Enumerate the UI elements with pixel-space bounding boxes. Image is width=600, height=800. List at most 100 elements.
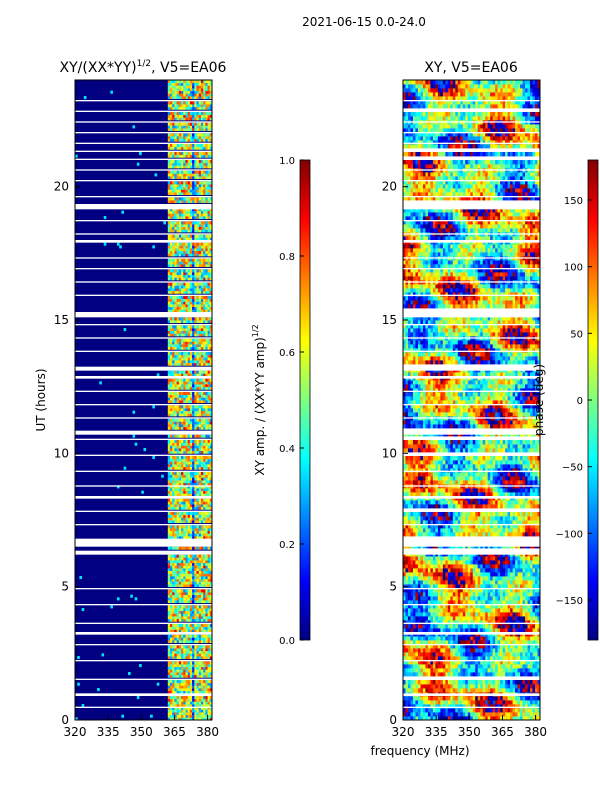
phase-cell [452, 712, 456, 717]
amp-cell [178, 504, 182, 508]
phase-cell [437, 680, 441, 685]
amp-cell [170, 482, 173, 486]
amp-cell [183, 237, 186, 241]
phase-cell [460, 712, 464, 717]
phase-cell [455, 708, 459, 713]
amp-cell [209, 568, 212, 572]
amp-cell [178, 440, 182, 444]
amp-cell [176, 704, 180, 708]
amp-cell [170, 320, 173, 324]
phase-cell [535, 672, 538, 677]
amp-cell [207, 85, 211, 89]
amp-cell [187, 600, 191, 604]
amp-cell [203, 274, 206, 278]
amp-cell [205, 448, 208, 452]
amp-cell [174, 362, 178, 366]
phase-cell [412, 708, 416, 713]
amp-cell [172, 418, 175, 422]
phase-cell [430, 704, 434, 709]
amp-cell [203, 472, 206, 476]
amp-cell [198, 112, 202, 116]
amp-data-gap [75, 220, 212, 222]
phase-cell [422, 644, 426, 649]
amp-cell [207, 186, 211, 190]
phase-cell [415, 684, 419, 689]
amp-cell [167, 514, 171, 518]
amp-cell [205, 333, 208, 337]
phase-cell [447, 688, 451, 693]
amp-cell [200, 320, 204, 324]
phase-cell [492, 656, 496, 661]
amp-cell [172, 282, 175, 286]
amp-cell [81, 608, 85, 612]
amp-cell [174, 562, 178, 566]
amp-cell [167, 304, 171, 308]
amp-cell [170, 213, 173, 217]
amp-cell [209, 645, 212, 649]
phase-cell [530, 640, 533, 645]
amp-cell [174, 706, 178, 710]
phase-cell [527, 664, 531, 669]
amp-cell [176, 608, 180, 612]
amp-cell [207, 181, 211, 185]
amp-cell [200, 573, 204, 577]
amp-cell [192, 250, 195, 254]
amp-cell [183, 605, 186, 609]
amp-cell [205, 125, 208, 129]
phase-cell [405, 704, 409, 709]
amp-cell [192, 554, 195, 558]
phase-cell [442, 704, 446, 709]
amp-cell [181, 317, 184, 321]
phase-cell [497, 644, 501, 649]
phase-cell [497, 696, 501, 701]
amp-cell [187, 352, 191, 356]
amp-cell [187, 306, 191, 310]
amp-cell [189, 477, 193, 481]
amp-cell [194, 306, 197, 310]
amp-cell [207, 152, 211, 156]
amp-cell [209, 712, 212, 716]
amp-cell [209, 352, 212, 356]
amp-cell [181, 360, 184, 364]
amp-cell [172, 165, 175, 169]
amp-cell [185, 472, 189, 476]
amp-cell [196, 242, 200, 246]
phase-cell [435, 652, 439, 657]
amp-cell [174, 616, 178, 620]
amp-cell [183, 128, 186, 132]
amp-cell [187, 258, 191, 262]
amp-cell [167, 184, 171, 188]
phase-cell [437, 696, 441, 701]
amp-cell [167, 426, 171, 430]
phase-cell [482, 636, 486, 641]
phase-cell [410, 644, 414, 649]
amp-cell [189, 461, 193, 465]
amp-cell [207, 104, 211, 108]
phase-cell [495, 716, 499, 720]
amp-cell [200, 309, 204, 313]
amp-cell [198, 325, 202, 329]
amp-cell [167, 189, 171, 193]
amp-cell [209, 637, 212, 641]
amp-cell [176, 464, 180, 468]
amp-cell [181, 114, 184, 118]
phase-cell [432, 636, 436, 641]
phase-cell [455, 668, 459, 673]
amp-cell [77, 682, 80, 686]
amp-cell [167, 352, 171, 356]
amp-cell [194, 360, 197, 364]
amp-cell [194, 461, 197, 465]
phase-cell [505, 708, 509, 713]
amp-cell [207, 290, 211, 294]
amp-cell [203, 426, 206, 430]
amp-cell [209, 296, 212, 300]
phase-cell [412, 656, 416, 661]
amp-cell [178, 426, 182, 430]
amp-cell [181, 690, 184, 694]
amp-cell [194, 717, 197, 720]
amp-cell [154, 173, 158, 177]
amp-cell [200, 576, 204, 580]
phase-cell [405, 672, 409, 677]
amp-cell [176, 701, 180, 705]
amp-cell [203, 352, 206, 356]
